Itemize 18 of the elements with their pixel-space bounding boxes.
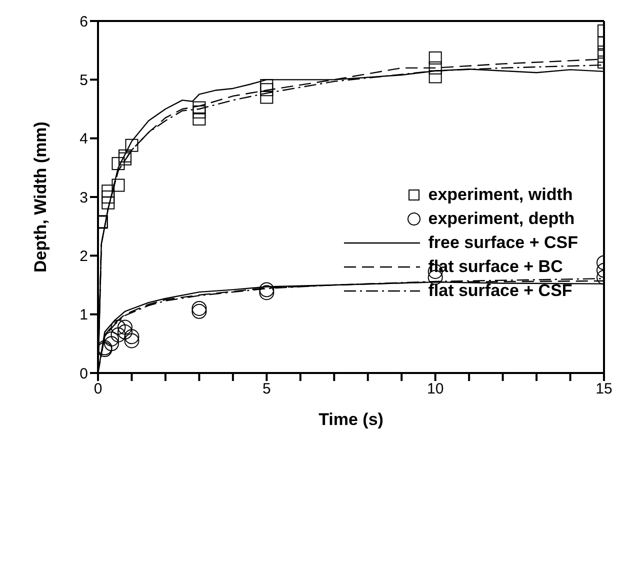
x-axis-title: Time (s) xyxy=(318,410,384,429)
y-tick-label: 5 xyxy=(80,72,88,89)
legend-label: flat surface + CSF xyxy=(428,281,572,301)
y-tick-label: 6 xyxy=(80,13,88,30)
legend-label: free surface + CSF xyxy=(428,233,578,253)
y-tick-label: 4 xyxy=(80,130,88,148)
y-axis-title: Depth, Width (mm) xyxy=(31,122,50,272)
x-tick-label: 15 xyxy=(596,380,612,398)
y-tick-label: 2 xyxy=(80,248,88,265)
x-tick-label: 0 xyxy=(94,380,102,398)
legend-label: experiment, depth xyxy=(428,209,575,229)
legend-label: flat surface + BC xyxy=(428,257,563,277)
legend-label: experiment, width xyxy=(428,185,573,205)
x-tick-label: 10 xyxy=(426,380,444,398)
x-tick-label: 5 xyxy=(262,380,271,398)
y-tick-label: 3 xyxy=(80,189,88,206)
y-tick-label: 0 xyxy=(80,365,88,382)
y-tick-label: 1 xyxy=(80,306,88,324)
